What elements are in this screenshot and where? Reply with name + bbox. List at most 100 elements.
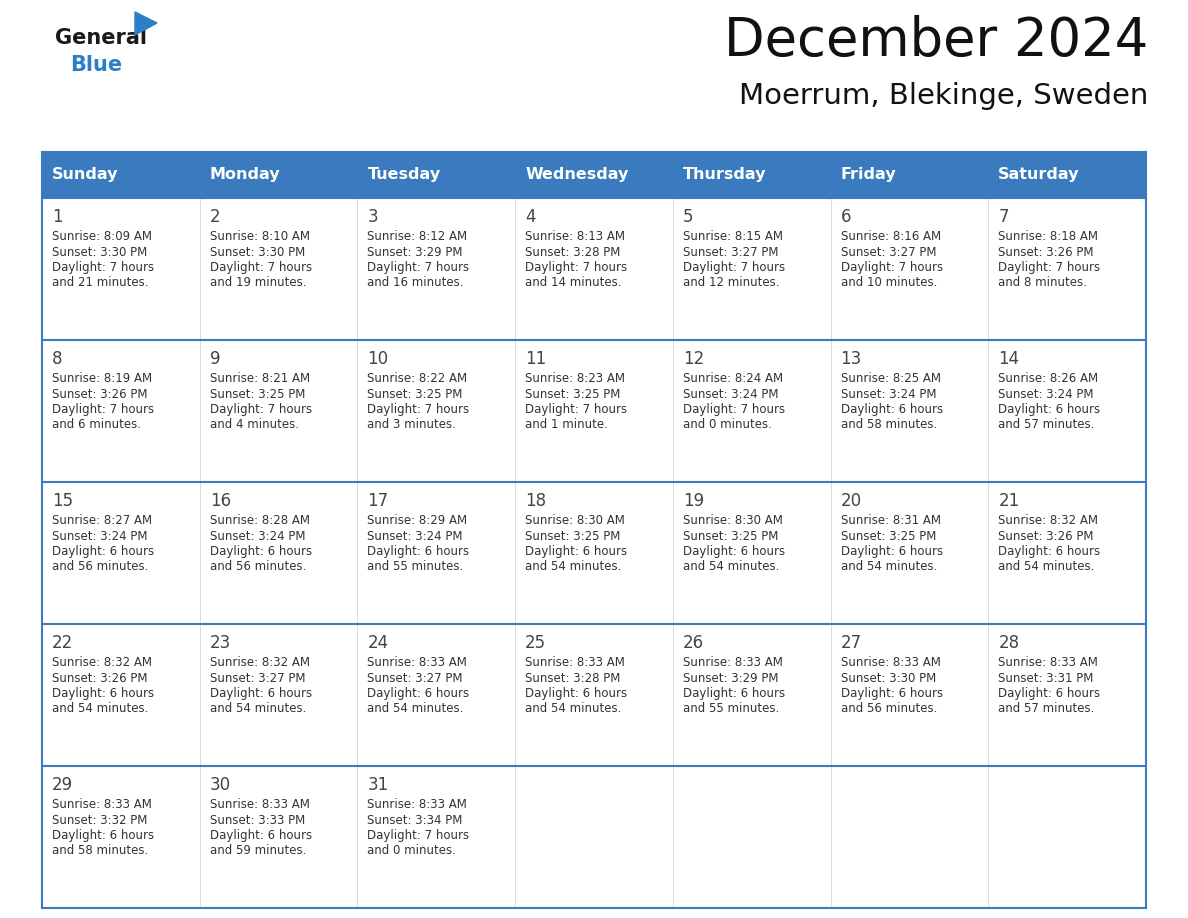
Text: Sunset: 3:30 PM: Sunset: 3:30 PM [841, 671, 936, 685]
Text: and 1 minute.: and 1 minute. [525, 419, 608, 431]
Text: Sunrise: 8:19 AM: Sunrise: 8:19 AM [52, 372, 152, 385]
Text: Sunset: 3:30 PM: Sunset: 3:30 PM [210, 245, 305, 259]
Text: and 8 minutes.: and 8 minutes. [998, 276, 1087, 289]
Text: and 14 minutes.: and 14 minutes. [525, 276, 621, 289]
Text: Sunset: 3:27 PM: Sunset: 3:27 PM [367, 671, 463, 685]
Text: and 58 minutes.: and 58 minutes. [841, 419, 937, 431]
Text: 23: 23 [210, 634, 230, 652]
Text: 12: 12 [683, 350, 704, 368]
Text: and 56 minutes.: and 56 minutes. [210, 561, 307, 574]
Text: Daylight: 7 hours: Daylight: 7 hours [367, 261, 469, 274]
Text: 22: 22 [52, 634, 74, 652]
Text: Sunrise: 8:32 AM: Sunrise: 8:32 AM [52, 656, 152, 669]
Text: Daylight: 7 hours: Daylight: 7 hours [367, 829, 469, 842]
Text: Sunset: 3:34 PM: Sunset: 3:34 PM [367, 813, 463, 826]
Text: 28: 28 [998, 634, 1019, 652]
Text: Daylight: 6 hours: Daylight: 6 hours [683, 687, 785, 700]
Text: Daylight: 6 hours: Daylight: 6 hours [998, 545, 1100, 558]
Text: 13: 13 [841, 350, 861, 368]
Text: Daylight: 6 hours: Daylight: 6 hours [841, 545, 943, 558]
Text: and 56 minutes.: and 56 minutes. [52, 561, 148, 574]
Text: 16: 16 [210, 492, 230, 510]
Text: Daylight: 7 hours: Daylight: 7 hours [210, 261, 311, 274]
Text: Sunday: Sunday [52, 167, 119, 183]
Text: and 4 minutes.: and 4 minutes. [210, 419, 298, 431]
Text: Daylight: 6 hours: Daylight: 6 hours [52, 687, 154, 700]
Text: Daylight: 7 hours: Daylight: 7 hours [841, 261, 943, 274]
Text: 27: 27 [841, 634, 861, 652]
Text: Sunrise: 8:31 AM: Sunrise: 8:31 AM [841, 514, 941, 527]
Text: Daylight: 6 hours: Daylight: 6 hours [525, 545, 627, 558]
Text: Sunrise: 8:27 AM: Sunrise: 8:27 AM [52, 514, 152, 527]
Text: Sunrise: 8:33 AM: Sunrise: 8:33 AM [52, 798, 152, 811]
Text: and 21 minutes.: and 21 minutes. [52, 276, 148, 289]
Text: General: General [55, 28, 147, 48]
Text: Sunrise: 8:25 AM: Sunrise: 8:25 AM [841, 372, 941, 385]
Text: Sunrise: 8:33 AM: Sunrise: 8:33 AM [210, 798, 310, 811]
Text: Sunrise: 8:32 AM: Sunrise: 8:32 AM [210, 656, 310, 669]
Text: Daylight: 7 hours: Daylight: 7 hours [52, 403, 154, 416]
Polygon shape [135, 12, 157, 35]
Text: Sunset: 3:32 PM: Sunset: 3:32 PM [52, 813, 147, 826]
Text: Sunrise: 8:26 AM: Sunrise: 8:26 AM [998, 372, 1099, 385]
Text: 20: 20 [841, 492, 861, 510]
Text: Sunset: 3:24 PM: Sunset: 3:24 PM [52, 530, 147, 543]
Text: 9: 9 [210, 350, 220, 368]
Text: Thursday: Thursday [683, 167, 766, 183]
Text: Sunset: 3:25 PM: Sunset: 3:25 PM [367, 387, 463, 400]
Text: 2: 2 [210, 208, 220, 226]
Text: Sunrise: 8:33 AM: Sunrise: 8:33 AM [998, 656, 1098, 669]
Text: Sunrise: 8:33 AM: Sunrise: 8:33 AM [525, 656, 625, 669]
Text: Sunrise: 8:23 AM: Sunrise: 8:23 AM [525, 372, 625, 385]
Text: and 6 minutes.: and 6 minutes. [52, 419, 141, 431]
Text: 6: 6 [841, 208, 851, 226]
Text: and 54 minutes.: and 54 minutes. [367, 702, 463, 715]
Text: Daylight: 6 hours: Daylight: 6 hours [998, 403, 1100, 416]
Text: Sunrise: 8:13 AM: Sunrise: 8:13 AM [525, 230, 625, 243]
Text: Daylight: 7 hours: Daylight: 7 hours [683, 403, 785, 416]
Text: Sunset: 3:25 PM: Sunset: 3:25 PM [210, 387, 305, 400]
Text: 30: 30 [210, 776, 230, 794]
Text: 17: 17 [367, 492, 388, 510]
Text: 21: 21 [998, 492, 1019, 510]
Text: Daylight: 6 hours: Daylight: 6 hours [841, 687, 943, 700]
Text: 26: 26 [683, 634, 704, 652]
Text: Sunset: 3:30 PM: Sunset: 3:30 PM [52, 245, 147, 259]
Text: and 54 minutes.: and 54 minutes. [841, 561, 937, 574]
Text: Friday: Friday [841, 167, 896, 183]
Text: 1: 1 [52, 208, 63, 226]
Text: Daylight: 6 hours: Daylight: 6 hours [367, 687, 469, 700]
Text: Sunset: 3:29 PM: Sunset: 3:29 PM [367, 245, 463, 259]
Text: Daylight: 6 hours: Daylight: 6 hours [210, 829, 311, 842]
Text: Sunset: 3:26 PM: Sunset: 3:26 PM [52, 671, 147, 685]
Text: and 54 minutes.: and 54 minutes. [210, 702, 307, 715]
Text: Sunset: 3:27 PM: Sunset: 3:27 PM [683, 245, 778, 259]
Text: Sunrise: 8:22 AM: Sunrise: 8:22 AM [367, 372, 468, 385]
Text: and 0 minutes.: and 0 minutes. [683, 419, 772, 431]
Text: 11: 11 [525, 350, 546, 368]
Text: and 55 minutes.: and 55 minutes. [683, 702, 779, 715]
Text: Sunset: 3:25 PM: Sunset: 3:25 PM [683, 530, 778, 543]
Bar [42, 152, 1146, 198]
Text: 18: 18 [525, 492, 546, 510]
Text: Monday: Monday [210, 167, 280, 183]
Text: Sunrise: 8:30 AM: Sunrise: 8:30 AM [683, 514, 783, 527]
Text: Daylight: 7 hours: Daylight: 7 hours [998, 261, 1100, 274]
Text: and 57 minutes.: and 57 minutes. [998, 702, 1094, 715]
Text: 5: 5 [683, 208, 694, 226]
Text: Daylight: 6 hours: Daylight: 6 hours [525, 687, 627, 700]
Text: Daylight: 6 hours: Daylight: 6 hours [52, 829, 154, 842]
Text: and 57 minutes.: and 57 minutes. [998, 419, 1094, 431]
Text: Sunset: 3:25 PM: Sunset: 3:25 PM [841, 530, 936, 543]
Text: Sunset: 3:24 PM: Sunset: 3:24 PM [367, 530, 463, 543]
Text: 24: 24 [367, 634, 388, 652]
Bar [42, 198, 1146, 908]
Text: and 0 minutes.: and 0 minutes. [367, 845, 456, 857]
Text: and 59 minutes.: and 59 minutes. [210, 845, 307, 857]
Text: Sunrise: 8:18 AM: Sunrise: 8:18 AM [998, 230, 1098, 243]
Text: 14: 14 [998, 350, 1019, 368]
Text: 25: 25 [525, 634, 546, 652]
Text: Daylight: 6 hours: Daylight: 6 hours [998, 687, 1100, 700]
Text: Sunset: 3:24 PM: Sunset: 3:24 PM [683, 387, 778, 400]
Text: Daylight: 7 hours: Daylight: 7 hours [525, 403, 627, 416]
